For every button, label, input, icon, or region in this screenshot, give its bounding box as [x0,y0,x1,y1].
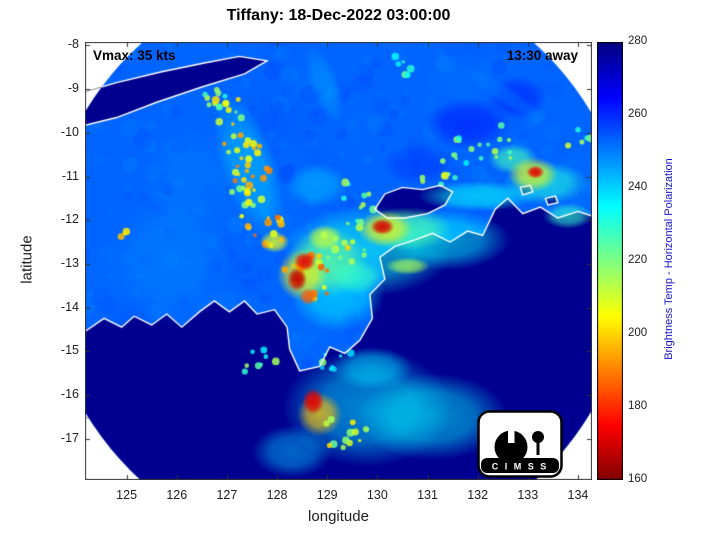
cimss-logo: C I M S S [477,410,563,478]
x-tick-label: 126 [166,488,188,502]
x-tick-label: 132 [467,488,489,502]
eta-annotation: 13:30 away [506,48,578,63]
colorbar-tick-label: 260 [628,108,648,120]
cimss-logo-text: C I M S S [492,462,549,472]
y-tick-label: -9 [67,81,79,96]
y-tick-label: -14 [60,299,79,314]
y-tick-label: -16 [60,386,79,401]
y-tick-label: -11 [61,168,79,183]
colorbar-tick-label: 200 [628,327,648,339]
colorbar-label: Brightness Temp - Horizontal Polarizatio… [663,158,675,360]
colorbar-tick-label: 160 [628,473,648,485]
x-tick-label: 128 [266,488,288,502]
y-tick-label: -13 [60,255,79,270]
vmax-annotation: Vmax: 35 kts [93,48,176,63]
tower-icon [536,442,540,455]
y-tick-label: -17 [60,430,79,445]
observatory-dome-icon [494,430,528,464]
colorbar-tick-label: 180 [628,400,648,412]
colorbar-tick-label: 280 [628,35,648,47]
colorbar [597,42,623,480]
y-axis-label: latitude [18,235,36,284]
y-tick-label: -8 [67,37,79,52]
y-tick-label: -12 [60,212,79,227]
x-tick-label: 131 [417,488,438,502]
cimss-logo-band [481,458,559,473]
x-tick-label: 125 [116,488,138,502]
colorbar-tick-label: 240 [628,181,648,193]
satellite-dish-icon [532,431,544,443]
satellite-map-canvas [85,42,592,480]
dome-slit-icon [508,430,515,443]
x-tick-label: 127 [216,488,238,502]
x-tick-label: 130 [366,488,388,502]
plot-title: Tiffany: 18-Dec-2022 03:00:00 [226,7,451,24]
y-tick-label: -15 [60,343,79,358]
y-tick-label: -10 [60,124,79,139]
x-axis-label: longitude [308,508,369,525]
x-tick-label: 133 [517,488,539,502]
x-tick-label: 134 [567,488,589,502]
colorbar-tick-label: 220 [628,254,648,266]
x-tick-label: 129 [316,488,338,502]
